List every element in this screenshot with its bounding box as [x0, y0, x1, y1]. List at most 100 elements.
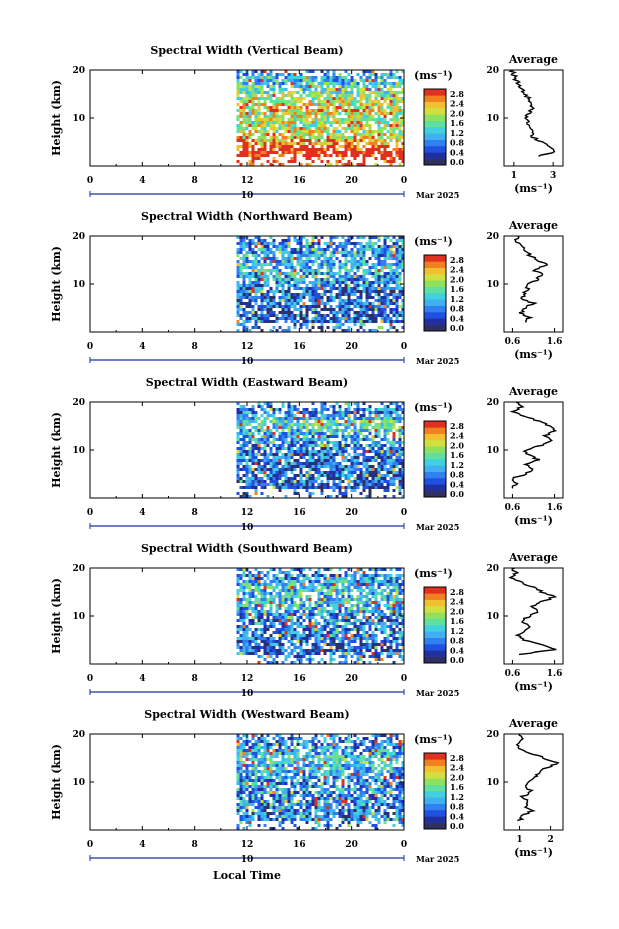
heatmap-cell	[263, 142, 267, 145]
heatmap-cell	[305, 290, 309, 293]
heatmap-cell	[338, 417, 342, 420]
heatmap-cell	[350, 109, 354, 112]
heatmap-cell	[254, 492, 258, 495]
heatmap-cell	[356, 613, 360, 616]
average-x-tick-label: 3	[550, 171, 556, 181]
average-x-tick-label: 0.6	[505, 337, 521, 347]
heatmap-cell	[251, 622, 255, 625]
heatmap-cell	[242, 278, 246, 281]
heatmap-cell	[401, 480, 405, 483]
heatmap-cell	[308, 423, 312, 426]
heatmap-cell	[392, 453, 396, 456]
heatmap-cell	[290, 429, 294, 432]
heatmap-cell	[389, 417, 393, 420]
heatmap-cell	[236, 420, 240, 423]
heatmap-cell	[338, 160, 342, 163]
heatmap-cell	[377, 251, 381, 254]
heatmap-cell	[353, 616, 357, 619]
heatmap-cell	[308, 248, 312, 251]
heatmap-cell	[371, 106, 375, 109]
heatmap-cell	[344, 97, 348, 100]
heatmap-cell	[287, 417, 291, 420]
heatmap-cell	[245, 251, 249, 254]
heatmap-cell	[392, 106, 396, 109]
heatmap-cell	[341, 423, 345, 426]
heatmap-cell	[392, 613, 396, 616]
heatmap-cell	[290, 160, 294, 163]
heatmap-cell	[281, 109, 285, 112]
heatmap-cell	[383, 254, 387, 257]
heatmap-cell	[260, 118, 264, 121]
heatmap-cell	[380, 154, 384, 157]
heatmap-cell	[269, 429, 273, 432]
heatmap-cell	[269, 649, 273, 652]
heatmap-cell	[314, 450, 318, 453]
heatmap-cell	[305, 251, 309, 254]
heatmap-cell	[263, 450, 267, 453]
heatmap-cell	[254, 411, 258, 414]
heatmap-cell	[281, 646, 285, 649]
heatmap-cell	[362, 133, 366, 136]
heatmap-cell	[266, 85, 270, 88]
heatmap-cell	[347, 417, 351, 420]
heatmap-cell	[320, 266, 324, 269]
heatmap-cell	[383, 245, 387, 248]
heatmap-cell	[299, 118, 303, 121]
heatmap-cell	[278, 245, 282, 248]
heatmap-cell	[290, 628, 294, 631]
heatmap-cell	[314, 136, 318, 139]
heatmap-cell	[329, 495, 333, 498]
heatmap-cell	[389, 426, 393, 429]
heatmap-cell	[278, 456, 282, 459]
heatmap-cell	[239, 302, 243, 305]
heatmap-cell	[398, 97, 402, 100]
heatmap-cell	[245, 88, 249, 91]
heatmap-cell	[302, 296, 306, 299]
heatmap-cell	[398, 272, 402, 275]
heatmap-cell	[251, 631, 255, 634]
heatmap-cell	[314, 257, 318, 260]
heatmap-cell	[329, 610, 333, 613]
heatmap-cell	[365, 299, 369, 302]
heatmap-cell	[293, 85, 297, 88]
heatmap-cell	[377, 284, 381, 287]
heatmap-cell	[392, 447, 396, 450]
heatmap-cell	[281, 423, 285, 426]
heatmap-cell	[293, 157, 297, 160]
heatmap-cell	[290, 414, 294, 417]
heatmap-cell	[257, 468, 261, 471]
heatmap-cell	[386, 299, 390, 302]
heatmap-cell	[263, 625, 267, 628]
average-y-tick-label: 10	[486, 280, 499, 290]
heatmap-cell	[311, 133, 315, 136]
heatmap-cell	[386, 302, 390, 305]
heatmap-cell	[278, 242, 282, 245]
heatmap-cell	[320, 115, 324, 118]
heatmap-cell	[266, 109, 270, 112]
heatmap-cell	[272, 133, 276, 136]
heatmap-cell	[398, 127, 402, 130]
heatmap-cell	[245, 118, 249, 121]
heatmap-cell	[263, 465, 267, 468]
heatmap-cell	[350, 411, 354, 414]
heatmap-cell	[275, 456, 279, 459]
heatmap-cell	[296, 100, 300, 103]
heatmap-cell	[263, 79, 267, 82]
heatmap-cell	[383, 613, 387, 616]
heatmap-cell	[371, 148, 375, 151]
heatmap-cell	[245, 477, 249, 480]
heatmap-cell	[371, 242, 375, 245]
heatmap-cell	[254, 610, 258, 613]
heatmap-cell	[362, 661, 366, 664]
heatmap-cell	[350, 438, 354, 441]
heatmap-cell	[257, 610, 261, 613]
heatmap-cell	[254, 622, 258, 625]
heatmap-cell	[395, 103, 399, 106]
heatmap-cell	[302, 302, 306, 305]
heatmap-cell	[284, 70, 288, 73]
heatmap-cell	[401, 619, 405, 622]
heatmap-cell	[347, 106, 351, 109]
heatmap-cell	[278, 269, 282, 272]
heatmap-cell	[248, 329, 252, 332]
heatmap-cell	[347, 619, 351, 622]
